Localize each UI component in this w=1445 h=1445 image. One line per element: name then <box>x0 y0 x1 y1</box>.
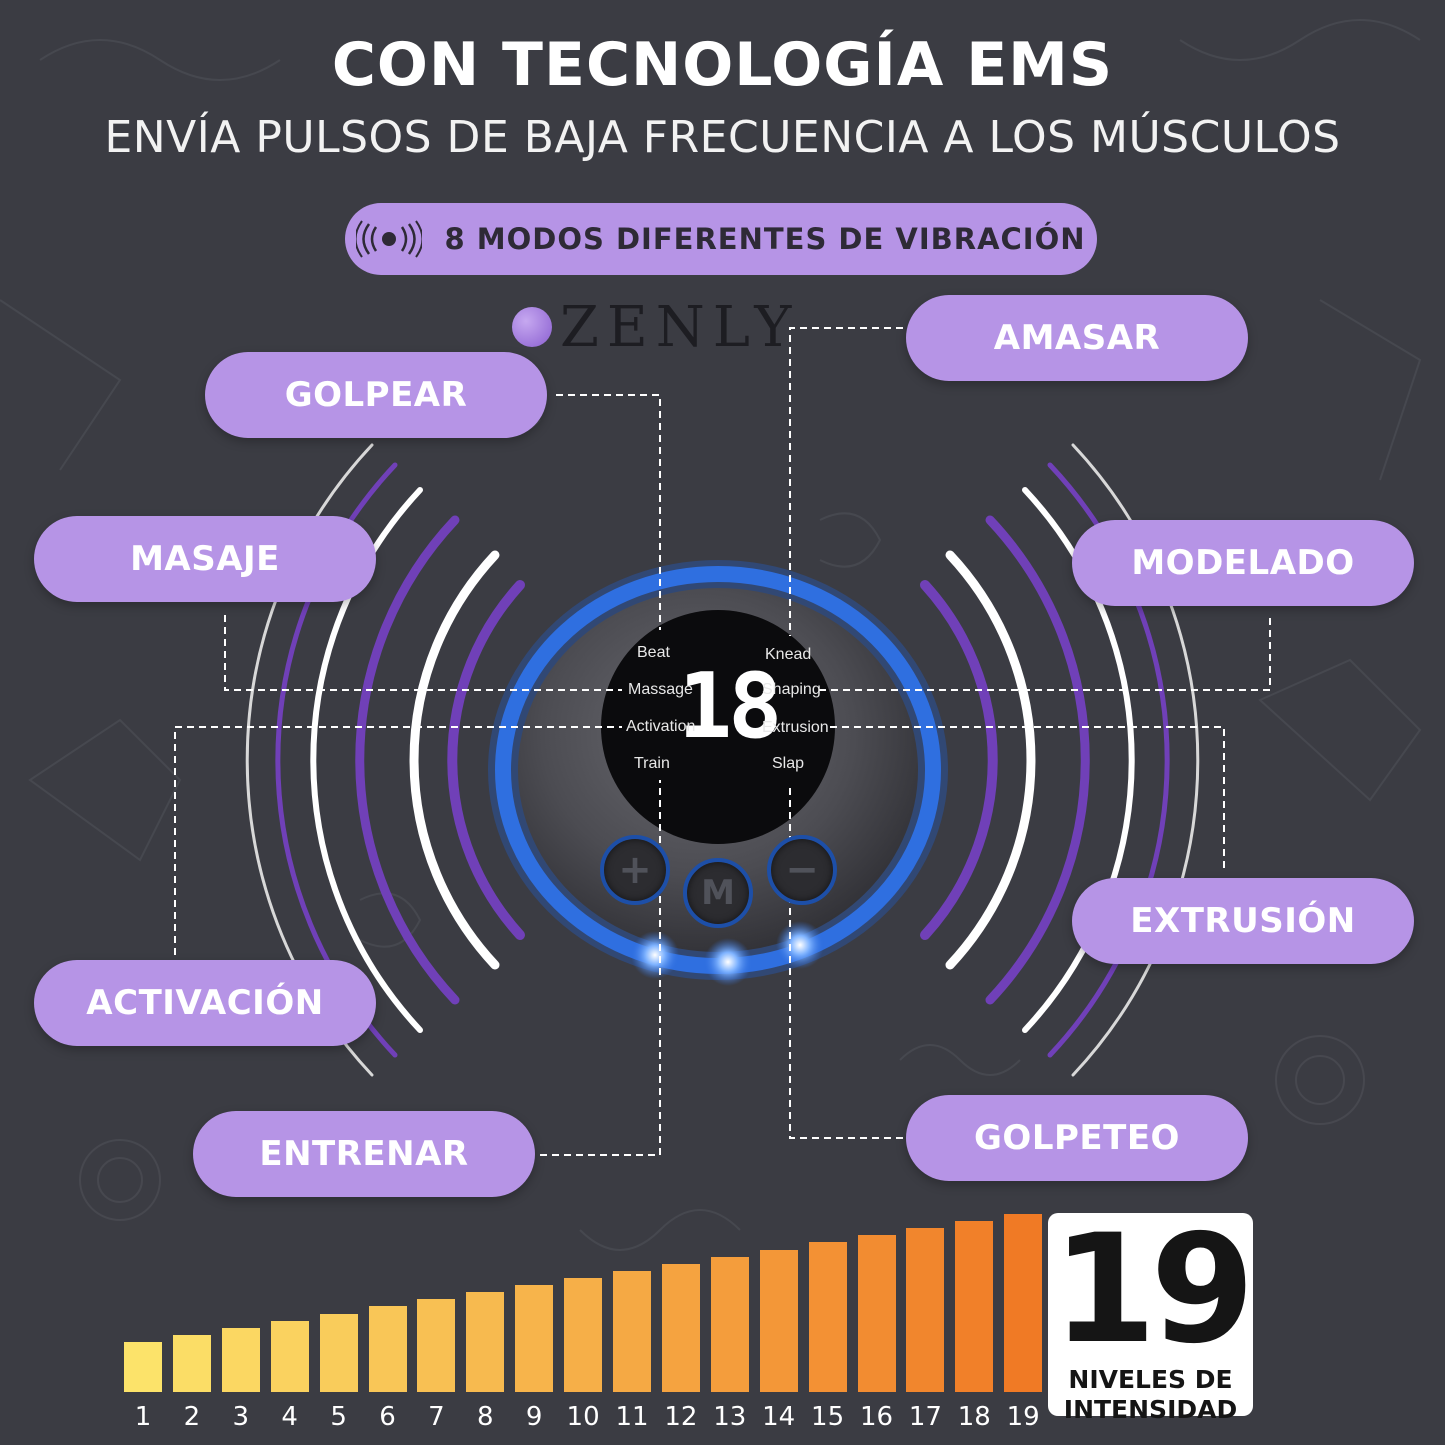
intensity-bar-14 <box>759 1249 798 1392</box>
intensity-max-number: 19 <box>1052 1203 1255 1377</box>
display-label-knead: Knead <box>765 646 812 663</box>
brand-logo: ZENLY <box>512 292 799 362</box>
intensity-bar-4 <box>270 1320 309 1392</box>
intensity-bar-12 <box>661 1263 700 1392</box>
intensity-bar-13 <box>710 1256 749 1392</box>
intensity-bar-label-10: 10 <box>566 1402 600 1432</box>
intensity-bar-label-14: 14 <box>762 1402 796 1432</box>
intensity-bar-label-16: 16 <box>859 1402 894 1432</box>
mode-pill-amasar: AMASAR <box>906 295 1248 381</box>
intensity-bar-7 <box>417 1299 456 1392</box>
intensity-bar-3 <box>221 1327 260 1392</box>
intensity-bar-9 <box>515 1285 554 1392</box>
mode-pill-entrenar: ENTRENAR <box>193 1111 535 1197</box>
intensity-bar-label-12: 12 <box>664 1402 698 1432</box>
intensity-bar-label-8: 8 <box>477 1402 494 1432</box>
intensity-bar-label-15: 15 <box>811 1402 845 1432</box>
intensity-caption-line1: NIVELES DE <box>1068 1365 1233 1394</box>
intensity-bar-label-2: 2 <box>183 1402 201 1432</box>
intensity-bar-label-1: 1 <box>134 1402 152 1432</box>
mode-pill-extrusion: EXTRUSIÓN <box>1072 878 1414 964</box>
intensity-bar-15 <box>808 1242 847 1392</box>
intensity-levels-box: 19 NIVELES DE INTENSIDAD <box>1048 1203 1255 1424</box>
modes-banner-label: 8 MODOS DIFERENTES DE VIBRACIÓN <box>444 222 1086 256</box>
intensity-bar-label-18: 18 <box>957 1402 991 1432</box>
intensity-bar-11 <box>613 1270 651 1392</box>
brand-name: ZENLY <box>560 294 800 360</box>
mode-pill-activacion: ACTIVACIÓN <box>34 960 376 1046</box>
intensity-bar-1 <box>124 1342 162 1392</box>
minus-button[interactable]: − <box>767 835 837 905</box>
page-subtitle: ENVÍA PULSOS DE BAJA FRECUENCIA A LOS MÚ… <box>104 112 1341 163</box>
plus-button[interactable]: + <box>600 835 670 905</box>
intensity-bar-10 <box>564 1278 603 1392</box>
intensity-bar-label-19: 19 <box>1006 1402 1040 1432</box>
brand-mark-icon <box>512 307 552 347</box>
mode-pill-masaje: MASAJE <box>34 516 376 602</box>
display-label-massage: Massage <box>628 681 693 698</box>
modes-banner: 8 MODOS DIFERENTES DE VIBRACIÓN <box>345 203 1097 275</box>
page-title: CON TECNOLOGÍA EMS <box>331 30 1114 100</box>
intensity-bar-17 <box>906 1228 945 1392</box>
intensity-bar-18 <box>955 1221 994 1392</box>
intensity-bar-5 <box>319 1313 358 1392</box>
intensity-bar-label-4: 4 <box>281 1402 298 1432</box>
mode-button[interactable]: M <box>683 858 753 928</box>
intensity-bar-2 <box>172 1334 211 1392</box>
intensity-bar-6 <box>368 1306 407 1392</box>
display-digits: 18 <box>678 654 782 759</box>
mode-pill-golpear: GOLPEAR <box>205 352 547 438</box>
intensity-bar-19 <box>1004 1214 1043 1392</box>
display-label-activation: Activation <box>626 718 696 735</box>
intensity-bar-label-5: 5 <box>330 1402 347 1432</box>
intensity-caption-line2: INTENSIDAD <box>1063 1395 1238 1424</box>
intensity-bar-label-11: 11 <box>615 1402 649 1432</box>
intensity-bar-label-9: 9 <box>525 1402 543 1432</box>
intensity-bar-label-6: 6 <box>379 1402 396 1432</box>
mode-pill-modelado: MODELADO <box>1072 520 1414 606</box>
display-label-slap: Slap <box>772 755 805 772</box>
intensity-bar-label-3: 3 <box>232 1402 250 1432</box>
display-label-shaping: Shaping <box>762 681 821 698</box>
intensity-bar-label-13: 13 <box>713 1402 747 1432</box>
mode-pill-golpeteo: GOLPETEO <box>906 1095 1248 1181</box>
intensity-bar-8 <box>466 1292 505 1392</box>
display-label-beat: Beat <box>637 644 670 661</box>
display-label-train: Train <box>634 755 670 772</box>
vibration-icon <box>356 220 423 258</box>
intensity-bar-16 <box>857 1235 896 1392</box>
display-label-extrusion: Extrusion <box>762 719 829 736</box>
intensity-bar-label-7: 7 <box>428 1402 445 1432</box>
intensity-bar-label-17: 17 <box>908 1402 942 1432</box>
